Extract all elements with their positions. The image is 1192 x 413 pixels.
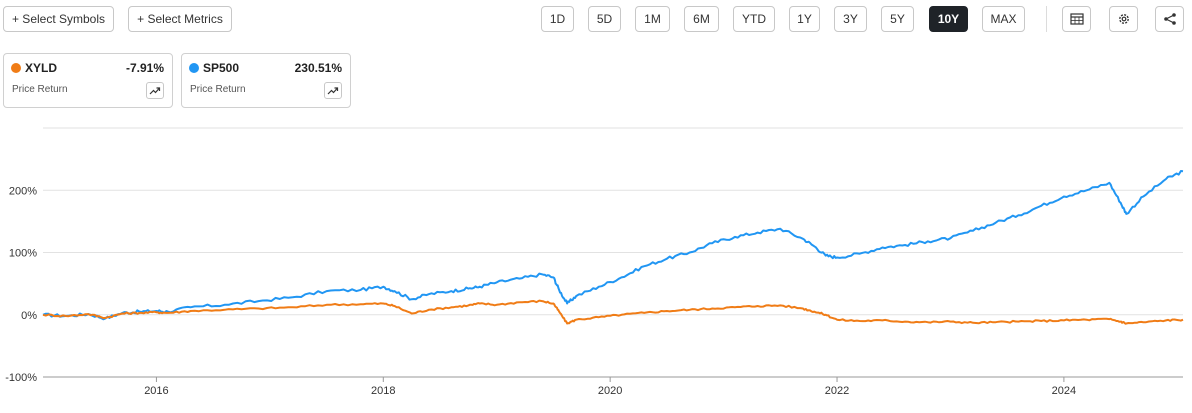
range-3y-button[interactable]: 3Y [834, 6, 867, 32]
y-axis-ticks: -100% 0% 100% 200% [5, 185, 37, 384]
y-tick-label: 100% [9, 248, 37, 260]
series-symbol: XYLD [25, 61, 58, 75]
table-view-button[interactable] [1062, 6, 1091, 32]
range-1d-button[interactable]: 1D [541, 6, 574, 32]
series-lines [42, 170, 1184, 325]
trend-toggle-button[interactable] [146, 82, 164, 99]
series-color-dot [189, 63, 199, 73]
x-tick-label: 2020 [598, 385, 622, 397]
series-return-value: 230.51% [294, 61, 342, 75]
legend-card-sp500[interactable]: SP500 230.51% Price Return [181, 53, 351, 108]
y-tick-label: -100% [5, 372, 37, 384]
table-icon [1069, 13, 1084, 25]
price-return-chart[interactable]: -100% 0% 100% 200% 2016 2018 2020 2022 2024 [0, 120, 1192, 413]
range-5y-button[interactable]: 5Y [881, 6, 914, 32]
range-max-button[interactable]: MAX [982, 6, 1025, 32]
series-metric-label: Price Return [190, 84, 246, 95]
select-metrics-button[interactable]: + Select Metrics [128, 6, 232, 32]
series-line-sp500[interactable] [42, 170, 1184, 321]
x-tick-label: 2018 [371, 385, 395, 397]
settings-button[interactable] [1109, 6, 1138, 32]
gear-icon [1118, 14, 1129, 24]
grid-lines [43, 127, 1183, 378]
range-ytd-button[interactable]: YTD [733, 6, 775, 32]
range-1y-button[interactable]: 1Y [789, 6, 820, 32]
toolbar-divider [1046, 6, 1047, 32]
series-return-value: -7.91% [125, 61, 164, 75]
series-metric-label: Price Return [12, 84, 68, 95]
range-1m-button[interactable]: 1M [635, 6, 670, 32]
share-icon [1163, 13, 1176, 25]
select-symbols-button[interactable]: + Select Symbols [3, 6, 114, 32]
legend-card-xyld[interactable]: XYLD -7.91% Price Return [3, 53, 173, 108]
series-symbol: SP500 [203, 61, 240, 75]
range-10y-button[interactable]: 10Y [929, 6, 968, 32]
x-tick-label: 2024 [1052, 385, 1076, 397]
x-tick-label: 2022 [825, 385, 849, 397]
x-axis: 2016 2018 2020 2022 2024 [43, 376, 1183, 397]
y-tick-label: 0% [21, 310, 37, 322]
trend-arrow-icon [327, 86, 339, 94]
x-tick-label: 2016 [144, 385, 168, 397]
range-6m-button[interactable]: 6M [684, 6, 719, 32]
y-tick-label: 200% [9, 185, 37, 197]
trend-arrow-icon [149, 86, 161, 94]
series-color-dot [11, 63, 21, 73]
trend-toggle-button[interactable] [324, 82, 342, 99]
range-5d-button[interactable]: 5D [588, 6, 621, 32]
toolbar: + Select Symbols + Select Metrics 1D 5D … [0, 0, 1192, 40]
share-button[interactable] [1155, 6, 1184, 32]
series-line-xyld[interactable] [42, 299, 1184, 325]
